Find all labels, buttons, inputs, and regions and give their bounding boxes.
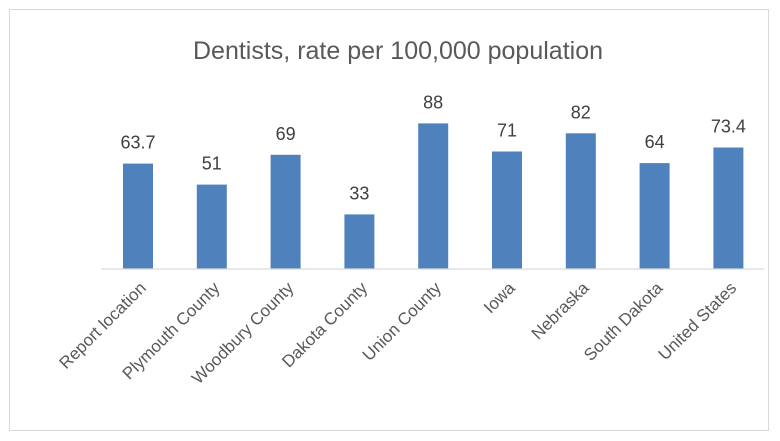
data-label-7: 64	[645, 132, 665, 152]
bar-1	[196, 184, 227, 269]
x-tick-label-5: Iowa	[480, 278, 519, 317]
bars-group	[123, 123, 744, 270]
bar-0	[123, 163, 153, 269]
bar-2	[270, 154, 301, 269]
data-label-5: 71	[497, 121, 517, 141]
data-label-1: 51	[202, 154, 222, 174]
data-label-8: 73.4	[711, 117, 746, 137]
data-label-6: 82	[571, 102, 591, 122]
chart-title: Dentists, rate per 100,000 population	[193, 37, 603, 65]
bar-6	[565, 133, 596, 269]
x-tick-label-6: Nebraska	[528, 278, 593, 343]
bar-3	[344, 214, 375, 269]
data-label-3: 33	[349, 183, 369, 203]
data-label-0: 63.7	[120, 133, 155, 153]
x-tick-label-4: Union County	[359, 278, 446, 365]
bar-8	[713, 147, 744, 269]
bar-7	[639, 163, 670, 269]
bar-4	[418, 123, 449, 270]
data-label-2: 69	[276, 124, 296, 144]
data-label-4: 88	[423, 92, 443, 112]
x-tick-label-7: South Dakota	[580, 278, 667, 365]
data-labels-group: 63.7 51 69 33 88 71 82 64 73.4	[120, 92, 745, 203]
bar-5	[492, 151, 522, 269]
x-tick-label-8: United States	[655, 278, 741, 364]
